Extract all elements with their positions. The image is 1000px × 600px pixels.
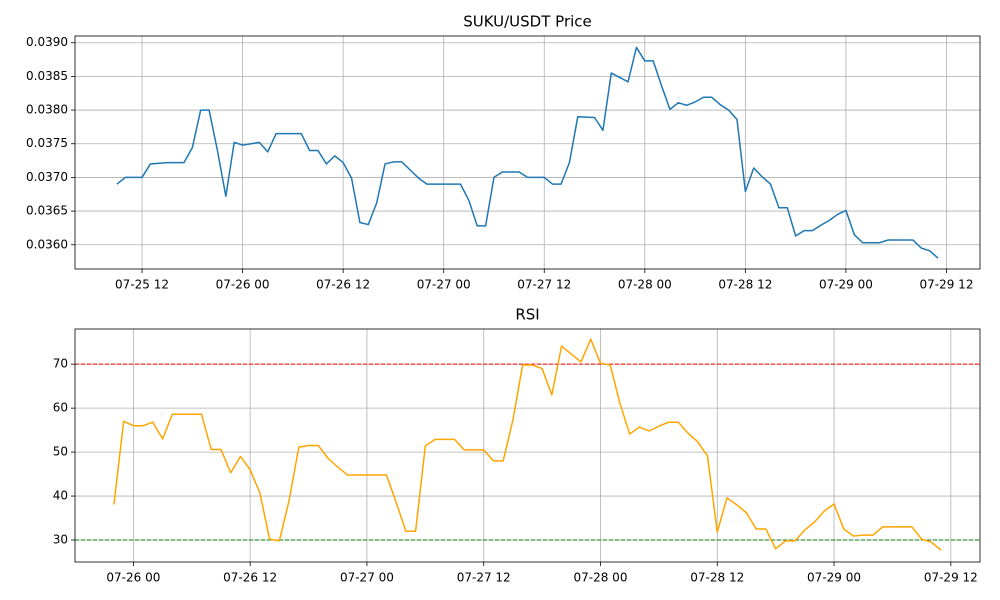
x-tick-label: 07-26 00 (216, 278, 270, 292)
x-tick-label: 07-27 12 (517, 278, 571, 292)
x-tick-label: 07-25 12 (115, 278, 169, 292)
axes-frame (74, 35, 981, 270)
x-tick-label: 07-28 00 (574, 571, 628, 585)
x-tick-label: 07-29 12 (924, 571, 978, 585)
y-tick-label: 0.0370 (26, 170, 68, 184)
x-tick-label: 07-28 12 (718, 278, 772, 292)
y-tick-label: 60 (53, 401, 68, 415)
x-tick-label: 07-28 00 (618, 278, 672, 292)
axes-frame (74, 328, 981, 563)
price-line (116, 46, 939, 259)
y-tick-label: 0.0385 (26, 69, 68, 83)
chart-title: RSI (515, 306, 539, 324)
x-tick-label: 07-26 00 (106, 571, 160, 585)
x-tick-label: 07-27 00 (340, 571, 394, 585)
y-tick-label: 30 (53, 533, 68, 547)
price-line (113, 338, 942, 551)
x-tick-label: 07-28 12 (690, 571, 744, 585)
x-tick-label: 07-27 00 (417, 278, 471, 292)
y-tick-label: 0.0365 (26, 204, 68, 218)
x-tick-label: 07-27 12 (457, 571, 511, 585)
x-tick-label: 07-26 12 (316, 278, 370, 292)
chart-title: SUKU/USDT Price (463, 13, 592, 31)
y-tick-label: 50 (53, 445, 68, 459)
x-tick-label: 07-29 00 (807, 571, 861, 585)
y-tick-label: 0.0375 (26, 136, 68, 150)
y-tick-label: 70 (53, 357, 68, 371)
y-tick-label: 0.0360 (26, 237, 68, 251)
x-tick-label: 07-29 12 (920, 278, 974, 292)
y-tick-label: 0.0380 (26, 103, 68, 117)
y-tick-label: 40 (53, 489, 68, 503)
x-tick-label: 07-29 00 (819, 278, 873, 292)
y-tick-label: 0.0390 (26, 35, 68, 49)
x-tick-label: 07-26 12 (223, 571, 277, 585)
